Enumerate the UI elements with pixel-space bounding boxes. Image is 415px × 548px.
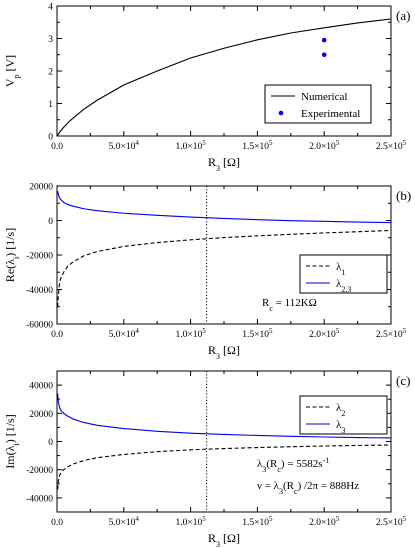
- panel-b: 0.0 5.0×104 1.0×105 1.5×105 2.0×105 2.5×105 -6…: [3, 183, 411, 361]
- legend-label: λ3: [336, 419, 345, 435]
- x-tick-label: 0.0: [51, 330, 63, 340]
- x-tick-label: 1.5×105: [242, 327, 273, 340]
- legend-box: [264, 84, 372, 124]
- y-tick-label: -20000: [26, 466, 53, 476]
- y-axis-label: Re(λi) [1/s]: [3, 228, 21, 282]
- panel-label: (c): [396, 373, 410, 388]
- x-tick-label: 2.0×105: [309, 327, 340, 340]
- legend-label: Numerical: [301, 91, 347, 103]
- legend: Numerical Experimental: [264, 84, 372, 124]
- legend-label: λ2: [336, 402, 345, 418]
- legend-label: Experimental: [301, 108, 360, 120]
- x-tick-label: 5.0×104: [109, 139, 140, 152]
- x-tick-label: 0.0: [51, 518, 63, 528]
- y-tick-label: 1: [48, 100, 53, 110]
- experimental-point: [321, 37, 327, 43]
- panel-c: 0.0 5.0×104 1.0×105 1.5×105 2.0×105 2.5×105 -4…: [3, 370, 410, 548]
- series-line-2: [57, 393, 391, 439]
- series-line-1: [57, 444, 391, 490]
- y-tick-label: 20000: [29, 183, 53, 193]
- y-tick-label: 4: [48, 3, 53, 13]
- y-tick-label: -60000: [26, 321, 53, 331]
- x-tick-label: 1.5×105: [242, 139, 273, 152]
- x-tick-label: 5.0×104: [109, 327, 140, 340]
- legend-box: [299, 254, 388, 294]
- series-line-2: [57, 191, 391, 224]
- annotation: ν = λ3(Rc) /2π = 888Hz: [257, 480, 359, 496]
- panel-label: (b): [396, 188, 411, 203]
- x-tick-label: 1.0×105: [175, 327, 206, 340]
- x-axis-label: R3 [Ω]: [208, 531, 240, 548]
- y-tick-label: 20000: [29, 410, 53, 420]
- y-tick-label: 2: [48, 68, 53, 78]
- x-tick-label: 2.5×105: [376, 327, 407, 340]
- x-tick-label: 5.0×104: [109, 515, 140, 528]
- legend-label: λ2,3: [336, 278, 351, 294]
- x-tick-label: 1.0×105: [175, 139, 206, 152]
- panel-a: 0.0 5.0×104 1.0×105 1.5×105 2.0×105 2.5×105 0 1…: [3, 3, 410, 173]
- x-axis-label: R3 [Ω]: [208, 343, 240, 361]
- y-tick-label: -40000: [26, 286, 53, 296]
- x-tick-label: 2.5×105: [376, 515, 407, 528]
- y-tick-label: 40000: [29, 382, 53, 392]
- y-tick-label: -20000: [26, 252, 53, 262]
- series-line-1: [57, 18, 391, 136]
- x-tick-label: 2.0×105: [309, 139, 340, 152]
- y-tick-label: 0: [48, 438, 53, 448]
- x-tick-label: 2.0×105: [309, 515, 340, 528]
- annotation: λ3(Rc) = 5582s-1: [257, 456, 329, 474]
- x-tick-label: 0.0: [51, 142, 63, 152]
- legend-label: λ1: [336, 261, 345, 277]
- series-line-1: [57, 229, 391, 307]
- y-tick-label: 0: [48, 133, 53, 143]
- panel-label: (a): [396, 8, 410, 23]
- y-axis-label: Vp [V]: [3, 55, 21, 87]
- x-tick-label: 1.0×105: [175, 515, 206, 528]
- annotation: Rc = 112KΩ: [262, 297, 317, 313]
- y-tick-label: 0: [48, 217, 53, 227]
- y-tick-label: -40000: [26, 494, 53, 504]
- x-tick-label: 2.5×105: [376, 139, 407, 152]
- y-axis-label: Im(λi) [1/s]: [3, 414, 21, 468]
- legend-box: [299, 395, 388, 435]
- legend-marker: [278, 110, 284, 116]
- x-axis-label: R3 [Ω]: [208, 155, 240, 173]
- y-tick-label: 3: [48, 35, 53, 45]
- x-tick-label: 1.5×105: [242, 515, 273, 528]
- experimental-point: [321, 52, 327, 58]
